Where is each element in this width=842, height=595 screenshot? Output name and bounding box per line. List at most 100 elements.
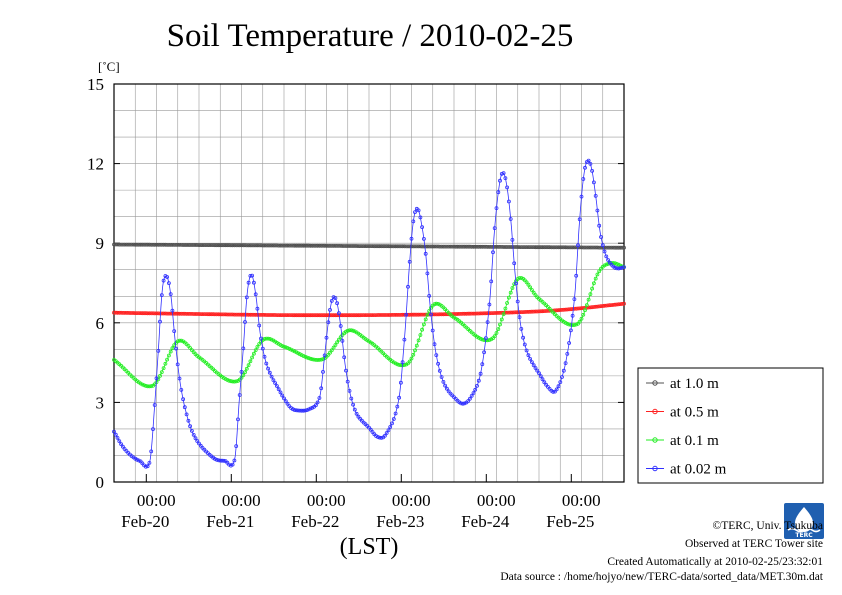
data-point <box>113 310 118 315</box>
data-point <box>278 313 283 318</box>
data-point <box>255 344 260 349</box>
data-point <box>119 310 123 315</box>
data-point <box>528 285 532 290</box>
data-point <box>620 301 625 306</box>
data-point <box>352 407 357 412</box>
data-point <box>186 418 191 423</box>
data-point <box>197 243 201 248</box>
data-point <box>257 323 262 328</box>
data-point <box>473 387 478 392</box>
data-point <box>421 322 426 327</box>
data-point <box>223 243 228 248</box>
data-point <box>345 244 350 248</box>
data-point <box>467 311 472 316</box>
legend-label: at 0.02 m <box>670 462 727 478</box>
data-point <box>310 313 315 318</box>
data-point <box>436 244 441 249</box>
y-axis-ticks: 0 3 6 9 12 15 <box>87 75 624 492</box>
data-point <box>305 355 309 360</box>
data-point <box>519 326 524 331</box>
data-point <box>508 217 513 221</box>
data-point <box>540 309 545 314</box>
data-point <box>306 356 311 361</box>
data-point <box>251 280 256 285</box>
data-point <box>113 242 118 247</box>
data-point <box>609 245 614 250</box>
data-point <box>581 312 586 317</box>
data-point <box>303 408 308 413</box>
data-point <box>535 368 540 373</box>
data-point <box>393 244 398 249</box>
data-point <box>535 245 540 250</box>
data-point <box>583 165 587 170</box>
data-point <box>200 312 205 317</box>
data-point <box>423 317 428 322</box>
data-point <box>506 310 511 315</box>
data-point <box>501 171 506 176</box>
data-point <box>345 328 350 333</box>
data-point <box>117 310 122 315</box>
data-point <box>351 244 356 248</box>
data-point <box>467 396 472 401</box>
data-point <box>432 312 437 317</box>
data-point <box>266 366 271 371</box>
data-point <box>530 288 534 292</box>
data-point <box>501 245 506 249</box>
data-point <box>382 244 387 249</box>
data-point <box>264 361 269 366</box>
data-point <box>262 337 267 341</box>
data-point <box>368 313 373 318</box>
data-point <box>255 306 260 311</box>
data-point <box>282 313 286 318</box>
data-point <box>251 351 256 356</box>
series-at-1-0-m <box>112 242 626 250</box>
data-point <box>324 243 329 248</box>
data-point <box>372 313 377 318</box>
data-point <box>377 313 382 317</box>
data-point <box>613 261 617 266</box>
data-point <box>271 243 276 248</box>
data-point <box>397 362 402 367</box>
data-point <box>250 312 255 317</box>
data-point <box>220 458 224 463</box>
data-point <box>214 457 219 462</box>
data-point <box>386 428 391 433</box>
data-point <box>597 304 602 309</box>
plot-frame <box>113 83 625 483</box>
data-point <box>553 389 557 394</box>
data-point <box>239 312 244 317</box>
data-point <box>600 304 605 308</box>
data-point <box>586 245 591 250</box>
data-point <box>586 297 591 302</box>
data-point <box>616 266 621 271</box>
data-point <box>237 393 242 397</box>
data-point <box>239 369 244 374</box>
data-point <box>615 262 619 266</box>
legend-swatch-marker <box>652 437 658 443</box>
data-point <box>615 266 619 271</box>
data-point <box>466 311 471 316</box>
data-point <box>411 219 416 224</box>
data-point <box>276 387 281 392</box>
data-point <box>370 313 375 318</box>
data-point <box>406 244 410 249</box>
data-point <box>531 245 536 250</box>
data-point <box>558 308 563 312</box>
data-point <box>590 305 594 310</box>
data-point <box>590 168 594 173</box>
data-point <box>181 311 186 316</box>
data-point <box>427 293 432 298</box>
data-point <box>609 303 614 308</box>
data-point <box>147 460 152 465</box>
data-point <box>329 243 334 248</box>
data-point <box>237 312 242 317</box>
legend-item: at 1.0 m <box>646 376 719 392</box>
data-point <box>519 245 524 250</box>
data-point <box>328 313 332 318</box>
data-point <box>521 335 525 340</box>
data-point <box>296 313 301 318</box>
data-point <box>165 275 170 279</box>
data-point <box>572 297 577 302</box>
data-point <box>135 457 139 462</box>
data-point <box>129 311 134 315</box>
